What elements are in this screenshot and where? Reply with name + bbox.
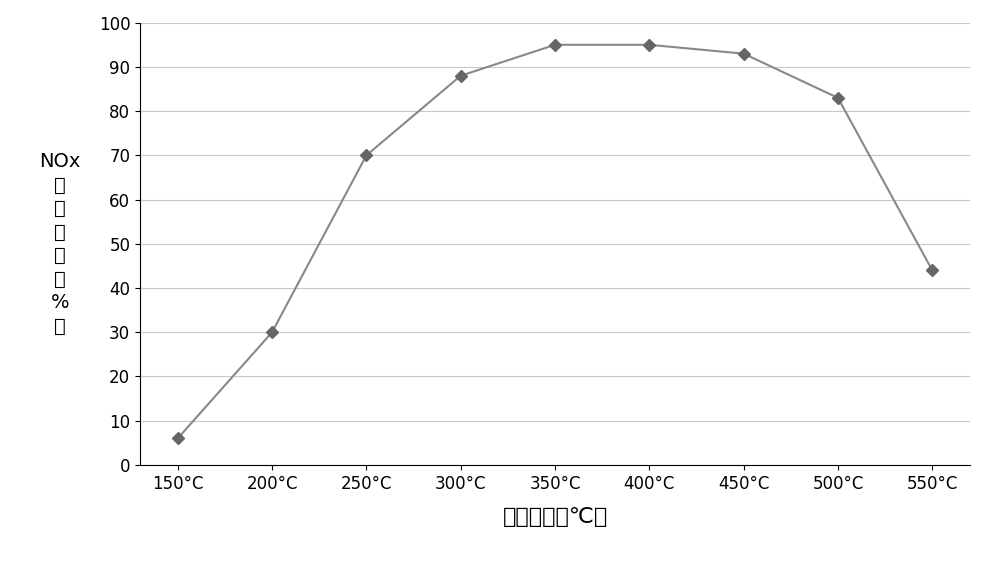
Y-axis label: NOx
转
化
效
率
～
%
）: NOx 转 化 效 率 ～ % ）: [39, 152, 80, 336]
X-axis label: 排气温度（℃）: 排气温度（℃）: [502, 506, 608, 527]
